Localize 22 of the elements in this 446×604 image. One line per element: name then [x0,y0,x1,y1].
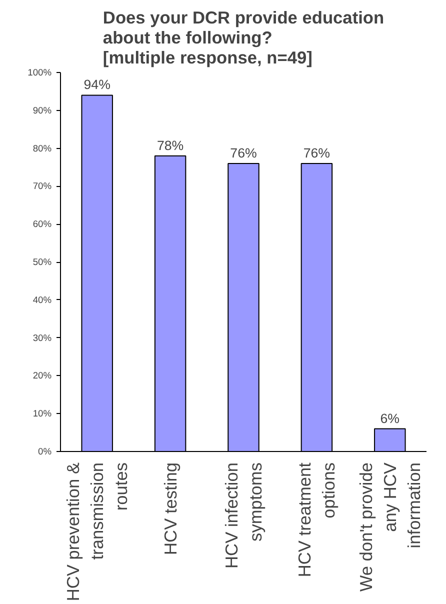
y-tick-label: 70% [32,181,52,192]
y-tick-label: 0% [38,446,52,456]
data-label: 76% [303,145,330,160]
data-label: 6% [380,410,400,426]
y-tick-label: 80% [32,143,52,154]
y-tick-label: 30% [32,332,52,343]
y-tick-label: 100% [28,68,52,78]
y-tick-label: 90% [32,105,52,116]
data-label: 76% [230,145,257,160]
y-tick-label: 10% [32,408,52,419]
x-tick-label: HCV testing [160,462,180,555]
data-label: 78% [156,138,184,153]
x-tick-label: HCV infection symptoms [222,462,266,568]
y-tick-label: 50% [32,257,52,267]
chart-title: Does your DCR provide education about the following? [multiple response, n=49] [102,8,384,68]
x-tick-label: HCV treatment options [294,462,339,578]
data-label: 94% [84,77,111,92]
y-tick-label: 40% [32,294,52,305]
x-tick-label: We don't provide any HCV information [356,462,424,592]
y-tick-label: 20% [32,370,52,381]
x-tick-label: HCV prevention & transmission routes [63,462,132,602]
y-tick-label: 60% [32,219,52,230]
